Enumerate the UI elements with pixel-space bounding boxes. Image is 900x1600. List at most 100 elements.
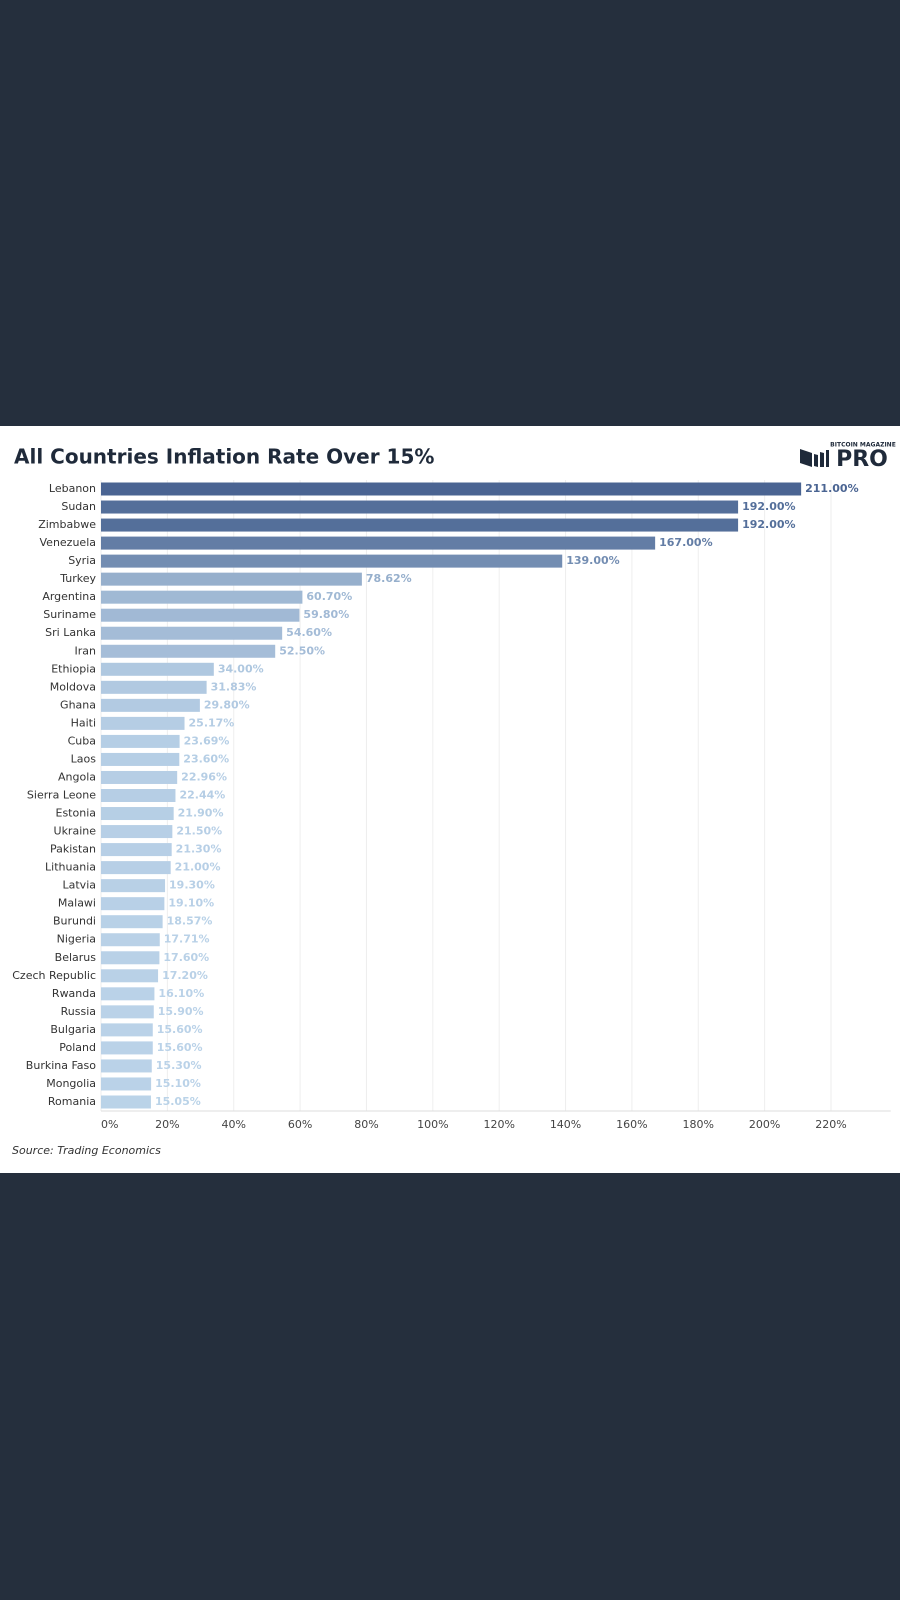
bar [101,1023,153,1037]
y-tick-label: Sierra Leone [27,789,96,802]
y-tick-label: Pakistan [50,843,96,856]
bar [101,518,739,532]
y-tick-label: Latvia [63,879,97,892]
value-label: 17.20% [162,969,208,982]
bar [101,933,160,947]
value-label: 22.44% [179,789,225,802]
bar [101,536,656,550]
value-label: 31.83% [211,680,257,693]
y-tick-label: Ghana [60,698,96,711]
value-label: 17.60% [163,951,209,964]
value-label: 21.50% [176,825,222,838]
x-tick-label: 160% [616,1118,647,1131]
bar [101,807,174,821]
value-label: 192.00% [742,518,795,531]
value-label: 15.90% [158,1005,204,1018]
y-tick-label: Iran [75,644,97,657]
value-label: 21.90% [178,807,224,820]
x-tick-label: 60% [288,1118,312,1131]
value-label: 17.71% [164,933,210,946]
y-tick-label: Syria [68,554,96,567]
bar [101,1005,154,1019]
value-label: 34.00% [218,662,264,675]
y-tick-label: Suriname [43,608,96,621]
bar [101,572,362,586]
y-tick-label: Cuba [68,734,96,747]
value-label: 19.10% [168,897,214,910]
value-label: 29.80% [204,698,250,711]
bar [101,1095,151,1109]
y-tick-label: Haiti [71,716,96,729]
value-label: 15.60% [157,1023,203,1036]
value-label: 15.30% [156,1059,202,1072]
x-tick-label: 20% [155,1118,179,1131]
bar [101,1041,153,1055]
value-label: 78.62% [366,572,412,585]
y-tick-label: Belarus [55,951,97,964]
y-tick-label: Argentina [42,590,96,603]
x-tick-label: 80% [354,1118,378,1131]
bar [101,680,207,694]
x-tick-label: 200% [749,1118,780,1131]
y-tick-label: Bulgaria [50,1023,96,1036]
y-tick-label: Poland [59,1041,96,1054]
y-tick-label: Sri Lanka [45,626,96,639]
value-label: 15.60% [157,1041,203,1054]
x-tick-label: 100% [417,1118,448,1131]
value-label: 25.17% [189,716,235,729]
logo-top: BITCOIN MAGAZINE [830,442,896,449]
y-tick-label: Romania [48,1095,96,1108]
x-tick-label: 0% [101,1118,118,1131]
value-label: 139.00% [566,554,619,567]
bar [101,590,303,604]
y-tick-label: Ethiopia [51,662,96,675]
y-tick-label: Venezuela [40,536,97,549]
value-label: 192.00% [742,500,795,513]
y-tick-label: Russia [61,1005,96,1018]
value-label: 16.10% [158,987,204,1000]
x-tick-label: 180% [683,1118,714,1131]
value-label: 54.60% [286,626,332,639]
bar [101,626,283,640]
logo-main: PRO [836,447,888,472]
bar [101,951,160,965]
value-label: 15.05% [155,1095,201,1108]
y-tick-label: Lebanon [49,482,96,495]
y-tick-label: Estonia [56,807,97,820]
bar [101,698,200,712]
bar [101,752,180,766]
y-tick-label: Zimbabwe [38,518,96,531]
bar [101,500,739,514]
value-label: 22.96% [181,770,227,783]
y-tick-label: Ukraine [54,825,97,838]
bar [101,861,171,875]
logo-icon [800,449,829,467]
value-label: 59.80% [303,608,349,621]
bar [101,915,163,929]
bar [101,843,172,857]
bar [101,969,159,983]
y-tick-label: Rwanda [52,987,96,1000]
y-tick-label: Angola [58,770,96,783]
bar [101,1059,152,1073]
source: Source: Trading Economics [12,1144,161,1157]
bar [101,789,176,802]
bar [101,1077,152,1091]
value-label: 19.30% [169,879,215,892]
value-label: 52.50% [279,644,325,657]
value-label: 23.60% [183,752,229,765]
x-tick-label: 220% [815,1118,846,1131]
bar [101,770,178,784]
value-label: 167.00% [659,536,712,549]
y-tick-label: Malawi [58,897,96,910]
y-tick-label: Sudan [61,500,96,513]
y-tick-label: Nigeria [57,933,96,946]
value-label: 211.00% [805,482,858,495]
bar [101,825,173,839]
y-tick-label: Laos [71,752,97,765]
y-tick-label: Moldova [50,680,96,693]
y-tick-label: Burkina Faso [26,1059,96,1072]
y-tick-label: Burundi [53,915,96,928]
